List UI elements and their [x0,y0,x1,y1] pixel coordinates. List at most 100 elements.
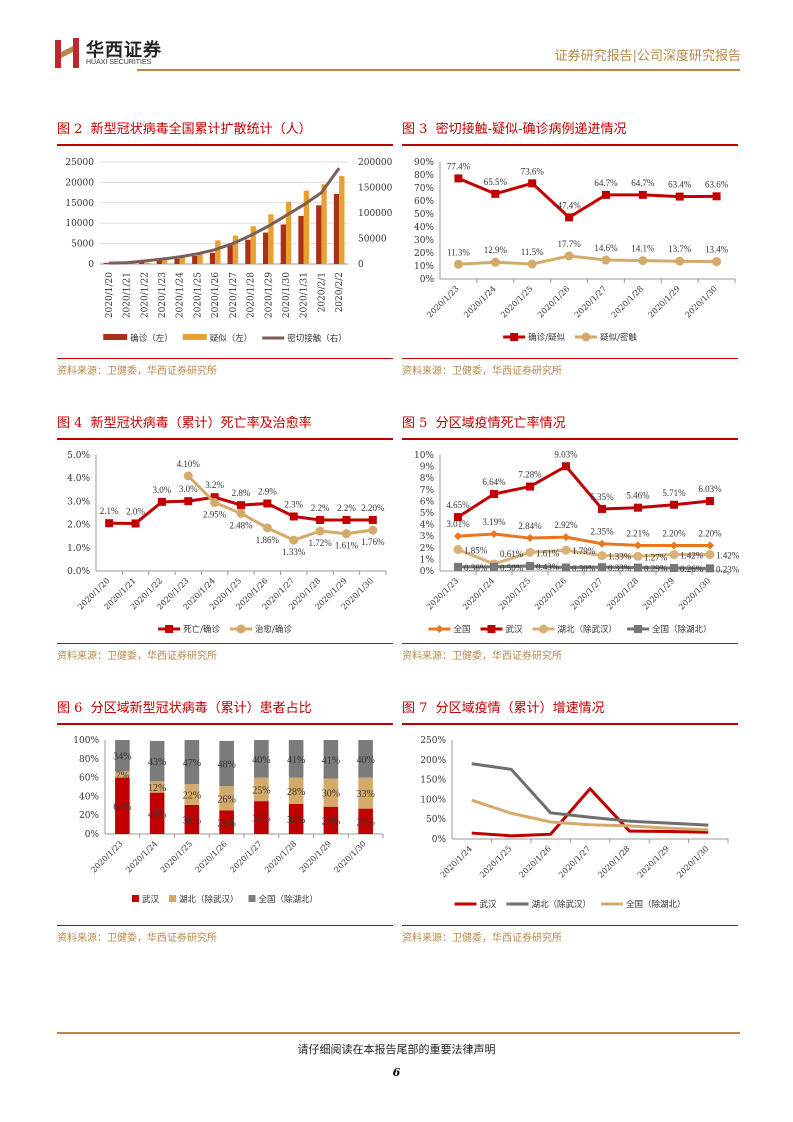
legend-item: 疑似（左） [182,333,253,344]
data-label: 2.92% [554,520,578,530]
data-label: 4.10% [177,459,201,469]
y-tick-label: 100% [73,736,99,746]
stacked-bar-segment [254,801,269,834]
data-label: 34% [113,752,131,763]
x-tick-label: 2020/1/30 [677,576,712,611]
data-label: 2.21% [626,528,650,538]
data-label: 22% [183,791,201,802]
y-tick-label: 0% [432,835,447,845]
x-tick-label: 2020/1/24 [439,844,474,879]
y-tick-label: 40% [414,223,434,233]
data-label: 3.19% [482,517,506,527]
y-tick-label: 20% [79,811,99,821]
y-tick-label: 30% [414,236,434,246]
legend: 武汉 湖北（除武汉） 全国（除湖北） [454,899,686,910]
bar [138,261,145,264]
data-point [454,513,462,522]
x-tick-label: 2020/1/20 [105,272,115,318]
data-label: 40% [252,755,270,766]
legend-item: 全国（除湖北） [627,624,712,635]
data-point [263,499,272,508]
x-tick-label: 2020/1/23 [158,272,168,318]
series-line [458,564,711,570]
legend-label: 疑似（左） [210,333,253,344]
y-tick-label: 100% [420,795,446,805]
data-label: 0.26% [680,564,704,574]
y-tick-label: 2% [420,544,435,554]
data-label: 0.61% [500,549,524,559]
stacked-bar-segment [288,803,304,834]
huaxi-logo-icon [55,38,79,68]
y-tick-label: 6% [420,497,435,507]
chart-5: 0%1%2%3%4%5%6%7%8%9%10%2020/1/23 2020/1/2… [414,449,740,635]
data-point [262,523,272,533]
stacked-bar-segment [219,786,234,811]
stacked-bar-segment [254,777,269,802]
data-point [601,190,610,199]
data-label: 5.71% [662,488,686,498]
x-tick-label: 2020/1/24 [461,576,496,611]
legend-marker [510,333,519,341]
data-label: 35% [252,814,270,825]
legend-item: 武汉 [131,894,159,905]
legend-label: 全国 [453,624,470,635]
stacked-bar-segment [323,778,339,807]
legend-item: 全国 [428,624,470,635]
data-label: 1.27% [644,552,668,562]
data-label: 25% [217,818,235,829]
y-tick-label: 50% [414,210,434,220]
figure-title: 图 6 分区域新型冠状病毒（累计）患者占比 [57,697,312,716]
data-point [564,251,574,261]
data-point [526,482,534,491]
data-point [706,564,714,573]
y2-tick-label: 50000 [358,235,387,245]
stacked-bar-segment [115,777,130,834]
figure-label: 图 4 [57,416,83,431]
figure-caption: 新型冠状病毒（累计）死亡率及治愈率 [90,416,312,431]
y-tick-label: 0.0% [67,567,90,577]
x-tick-label: 2020/1/29 [647,284,682,319]
bar [339,176,345,264]
header-divider [137,69,740,71]
data-label: 64.7% [631,178,655,188]
data-point [528,179,537,188]
data-point [491,189,500,198]
y2-tick-label: 100000 [358,209,393,219]
data-label: 1.33% [608,552,632,562]
data-point [183,471,193,481]
x-tick-label: 2020/1/24 [462,284,497,319]
y-tick-label: 0% [420,275,435,285]
data-label: 47.4% [557,200,581,210]
data-label: 40% [356,755,374,766]
x-tick-label: 2020/1/23 [425,284,460,319]
x-tick-label: 2020/1/25 [159,839,194,874]
data-label: 44% [148,809,166,820]
legend-item: 全国（除湖北） [248,894,318,905]
x-tick-label: 2020/2/1 [317,272,327,312]
x-tick-label: 2020/1/27 [229,272,239,318]
legend: 死亡/确诊 治愈/确诊 [158,624,292,635]
data-point [633,551,643,561]
stacked-bar-segment [115,771,130,778]
data-point [454,174,463,183]
figure-label: 图 3 [402,122,428,137]
data-label: 0.43% [536,562,560,572]
data-label: 0.23% [716,564,740,574]
legend-item: 湖北（除武汉） [168,894,239,905]
x-tick-label: 2020/1/28 [610,284,645,319]
data-point [236,508,246,518]
legend-marker [581,332,591,342]
data-label: 3.0% [153,485,172,495]
data-point [453,545,463,555]
y-tick-label: 4% [420,521,435,531]
data-point [316,515,325,524]
bar [262,232,269,264]
stacked-bar-segment [323,740,339,779]
x-tick-label: 2020/1/27 [573,284,608,319]
y-tick-label: 70% [414,184,434,194]
data-point [712,257,722,267]
x-tick-label: 2020/1/25 [193,272,203,318]
figure-label: 图 6 [57,701,83,716]
data-label: 26% [217,794,235,805]
